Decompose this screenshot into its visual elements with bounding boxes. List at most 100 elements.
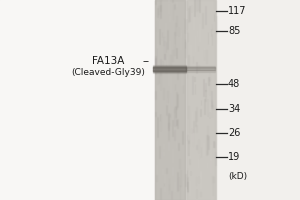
Text: --: -- xyxy=(142,56,149,66)
Bar xyxy=(180,170,181,186)
Bar xyxy=(166,94,167,113)
Bar xyxy=(177,172,178,191)
Text: 48: 48 xyxy=(228,79,240,89)
Bar xyxy=(210,181,211,184)
Bar xyxy=(164,55,165,71)
Bar xyxy=(209,102,210,116)
Bar xyxy=(168,69,169,85)
Bar xyxy=(155,58,156,74)
Bar xyxy=(193,17,194,29)
Bar xyxy=(198,65,199,69)
Bar xyxy=(158,43,159,53)
Bar xyxy=(191,5,192,12)
Bar xyxy=(161,152,162,157)
Bar xyxy=(206,135,207,155)
Bar xyxy=(155,17,156,26)
Bar xyxy=(201,9,202,22)
Bar xyxy=(208,77,209,85)
Bar xyxy=(203,42,204,57)
Bar xyxy=(209,73,210,80)
Bar xyxy=(157,117,158,137)
Bar xyxy=(201,147,202,157)
Bar xyxy=(188,106,189,118)
Bar xyxy=(160,5,161,18)
Bar xyxy=(181,32,182,38)
Bar xyxy=(206,165,208,178)
Bar xyxy=(205,97,206,101)
Bar xyxy=(176,48,177,58)
Bar xyxy=(186,67,215,70)
Bar xyxy=(158,168,159,185)
Bar xyxy=(180,48,181,60)
Bar xyxy=(194,77,196,81)
Bar xyxy=(157,69,158,84)
Bar xyxy=(182,131,183,144)
Bar xyxy=(202,13,203,28)
Bar xyxy=(187,0,214,200)
Bar xyxy=(200,109,201,116)
Bar xyxy=(209,33,210,45)
Bar xyxy=(174,182,175,191)
Bar xyxy=(176,16,177,26)
Bar xyxy=(213,177,214,182)
Bar xyxy=(164,174,165,191)
Bar xyxy=(157,44,158,64)
Bar xyxy=(197,0,198,13)
Bar xyxy=(155,91,156,99)
Bar xyxy=(177,119,178,128)
Bar xyxy=(172,112,174,122)
Bar xyxy=(192,76,193,94)
Bar xyxy=(173,96,175,107)
Bar xyxy=(175,84,176,90)
Bar xyxy=(169,41,170,53)
Bar xyxy=(168,113,169,130)
Bar xyxy=(162,84,163,96)
Bar xyxy=(196,30,197,37)
Bar xyxy=(153,66,186,68)
Bar xyxy=(170,76,171,92)
Bar xyxy=(161,41,162,44)
Bar xyxy=(195,33,196,38)
Text: 19: 19 xyxy=(228,152,240,162)
Bar xyxy=(168,123,169,141)
Bar xyxy=(177,94,178,107)
Bar xyxy=(163,37,164,45)
Bar xyxy=(196,107,197,121)
Bar xyxy=(0,0,154,200)
Bar xyxy=(162,38,163,43)
Bar xyxy=(178,143,179,150)
Bar xyxy=(190,171,191,175)
Bar xyxy=(206,50,207,63)
Text: FA13A: FA13A xyxy=(92,56,124,66)
Bar xyxy=(163,144,164,148)
Bar xyxy=(167,30,168,49)
Bar xyxy=(209,33,210,40)
Bar xyxy=(154,0,216,200)
Bar xyxy=(186,1,187,10)
Bar xyxy=(198,176,199,183)
Bar xyxy=(186,70,215,72)
Bar xyxy=(210,145,211,160)
Bar xyxy=(198,155,199,168)
Text: 34: 34 xyxy=(228,104,240,114)
Bar xyxy=(173,126,174,131)
Bar xyxy=(189,6,190,21)
Bar xyxy=(196,62,197,73)
Bar xyxy=(192,127,193,142)
Text: 117: 117 xyxy=(228,6,247,16)
Bar xyxy=(210,18,211,32)
Bar xyxy=(198,0,199,10)
Bar xyxy=(209,79,210,95)
Bar xyxy=(207,135,208,154)
Bar xyxy=(171,58,172,68)
Bar xyxy=(188,140,189,143)
Bar xyxy=(164,54,165,59)
Bar xyxy=(159,29,160,44)
Bar xyxy=(215,21,216,30)
Bar xyxy=(153,70,186,72)
Bar xyxy=(164,73,165,90)
Bar xyxy=(166,168,167,173)
Bar xyxy=(168,0,169,2)
Bar xyxy=(175,23,176,35)
Bar xyxy=(196,145,197,149)
